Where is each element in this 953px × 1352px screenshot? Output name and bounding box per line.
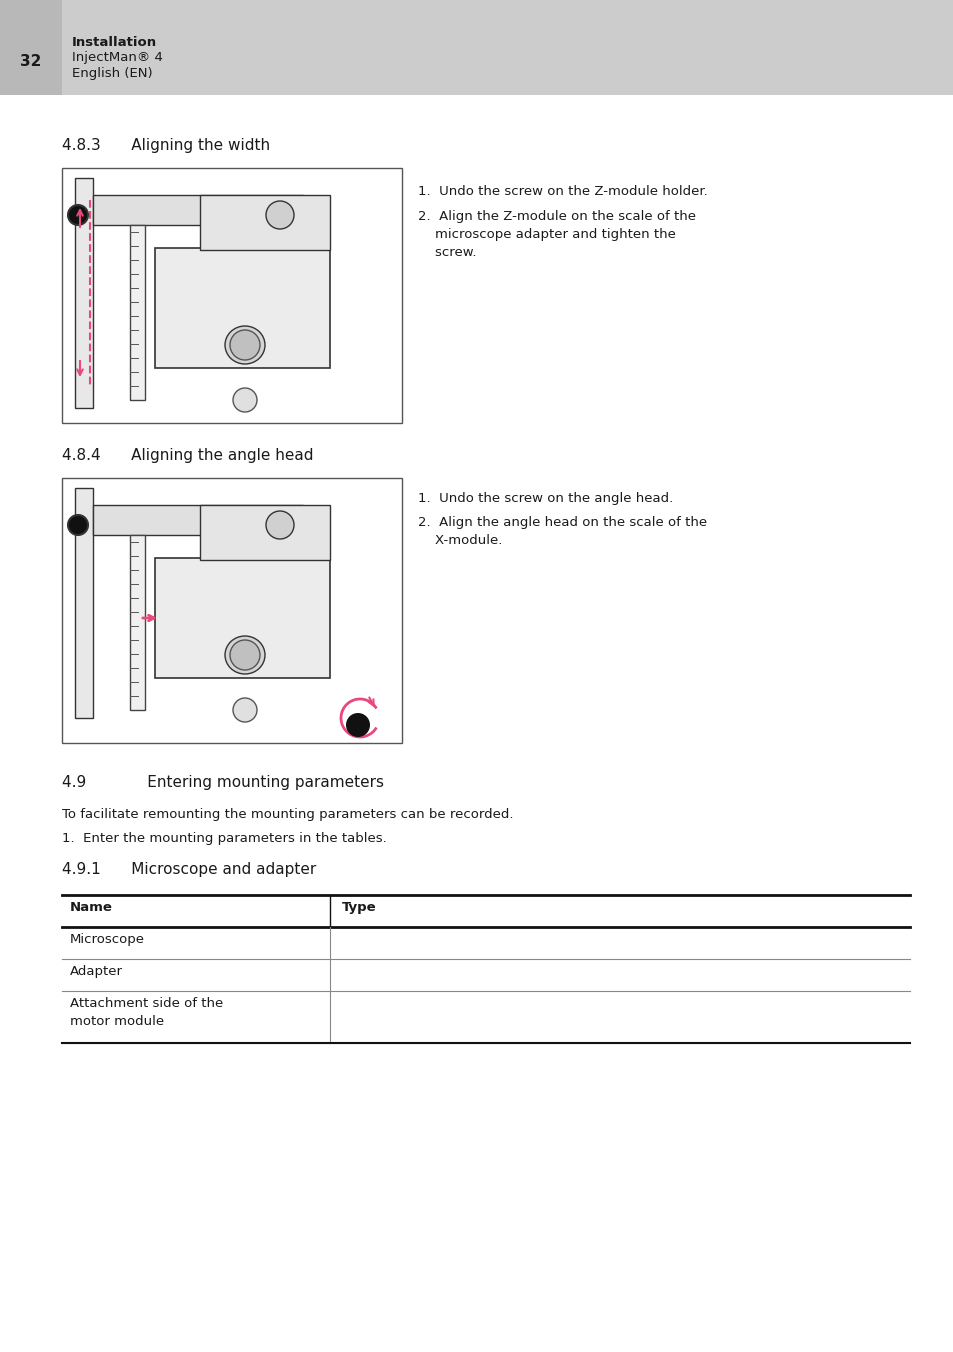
Circle shape bbox=[230, 639, 260, 671]
Bar bbox=[200, 506, 330, 560]
Text: microscope adapter and tighten the: microscope adapter and tighten the bbox=[417, 228, 675, 241]
Bar bbox=[0, 0, 953, 95]
Circle shape bbox=[68, 206, 88, 224]
Circle shape bbox=[233, 698, 256, 722]
Text: Adapter: Adapter bbox=[70, 965, 123, 977]
Ellipse shape bbox=[225, 326, 265, 364]
Text: 4.8.3  Aligning the width: 4.8.3 Aligning the width bbox=[62, 138, 270, 153]
Circle shape bbox=[68, 515, 88, 535]
Bar bbox=[154, 247, 330, 368]
Circle shape bbox=[230, 330, 260, 360]
Text: Type: Type bbox=[341, 900, 376, 914]
Bar bbox=[154, 558, 330, 677]
Text: 1.  Undo the screw on the Z-module holder.: 1. Undo the screw on the Z-module holder… bbox=[417, 185, 707, 197]
Text: English (EN): English (EN) bbox=[71, 68, 152, 81]
Bar bbox=[75, 488, 92, 718]
Text: Microscope: Microscope bbox=[70, 933, 145, 946]
Text: Name: Name bbox=[70, 900, 112, 914]
Text: 1.  Enter the mounting parameters in the tables.: 1. Enter the mounting parameters in the … bbox=[62, 831, 386, 845]
Text: 1.  Undo the screw on the angle head.: 1. Undo the screw on the angle head. bbox=[417, 492, 673, 506]
Circle shape bbox=[266, 511, 294, 539]
Text: Installation: Installation bbox=[71, 35, 157, 49]
Bar bbox=[92, 506, 303, 535]
Text: 32: 32 bbox=[20, 54, 42, 69]
Bar bbox=[200, 195, 330, 250]
Text: 4.9    Entering mounting parameters: 4.9 Entering mounting parameters bbox=[62, 775, 384, 790]
Bar bbox=[130, 224, 145, 400]
Circle shape bbox=[233, 388, 256, 412]
Text: 2.  Align the Z-module on the scale of the: 2. Align the Z-module on the scale of th… bbox=[417, 210, 696, 223]
Text: 2.  Align the angle head on the scale of the: 2. Align the angle head on the scale of … bbox=[417, 516, 706, 529]
Text: InjectMan® 4: InjectMan® 4 bbox=[71, 51, 163, 65]
Text: X-module.: X-module. bbox=[417, 534, 502, 548]
Text: 4.8.4  Aligning the angle head: 4.8.4 Aligning the angle head bbox=[62, 448, 314, 462]
Bar bbox=[62, 479, 401, 744]
Bar bbox=[0, 0, 62, 95]
Bar bbox=[62, 168, 401, 423]
Text: Attachment side of the
motor module: Attachment side of the motor module bbox=[70, 996, 223, 1028]
Text: To facilitate remounting the mounting parameters can be recorded.: To facilitate remounting the mounting pa… bbox=[62, 808, 513, 821]
Text: 4.9.1  Microscope and adapter: 4.9.1 Microscope and adapter bbox=[62, 863, 315, 877]
Bar bbox=[75, 178, 92, 408]
Ellipse shape bbox=[225, 635, 265, 675]
Bar bbox=[130, 535, 145, 710]
Circle shape bbox=[346, 713, 370, 737]
Circle shape bbox=[266, 201, 294, 228]
Text: screw.: screw. bbox=[417, 246, 476, 260]
Bar bbox=[92, 195, 303, 224]
